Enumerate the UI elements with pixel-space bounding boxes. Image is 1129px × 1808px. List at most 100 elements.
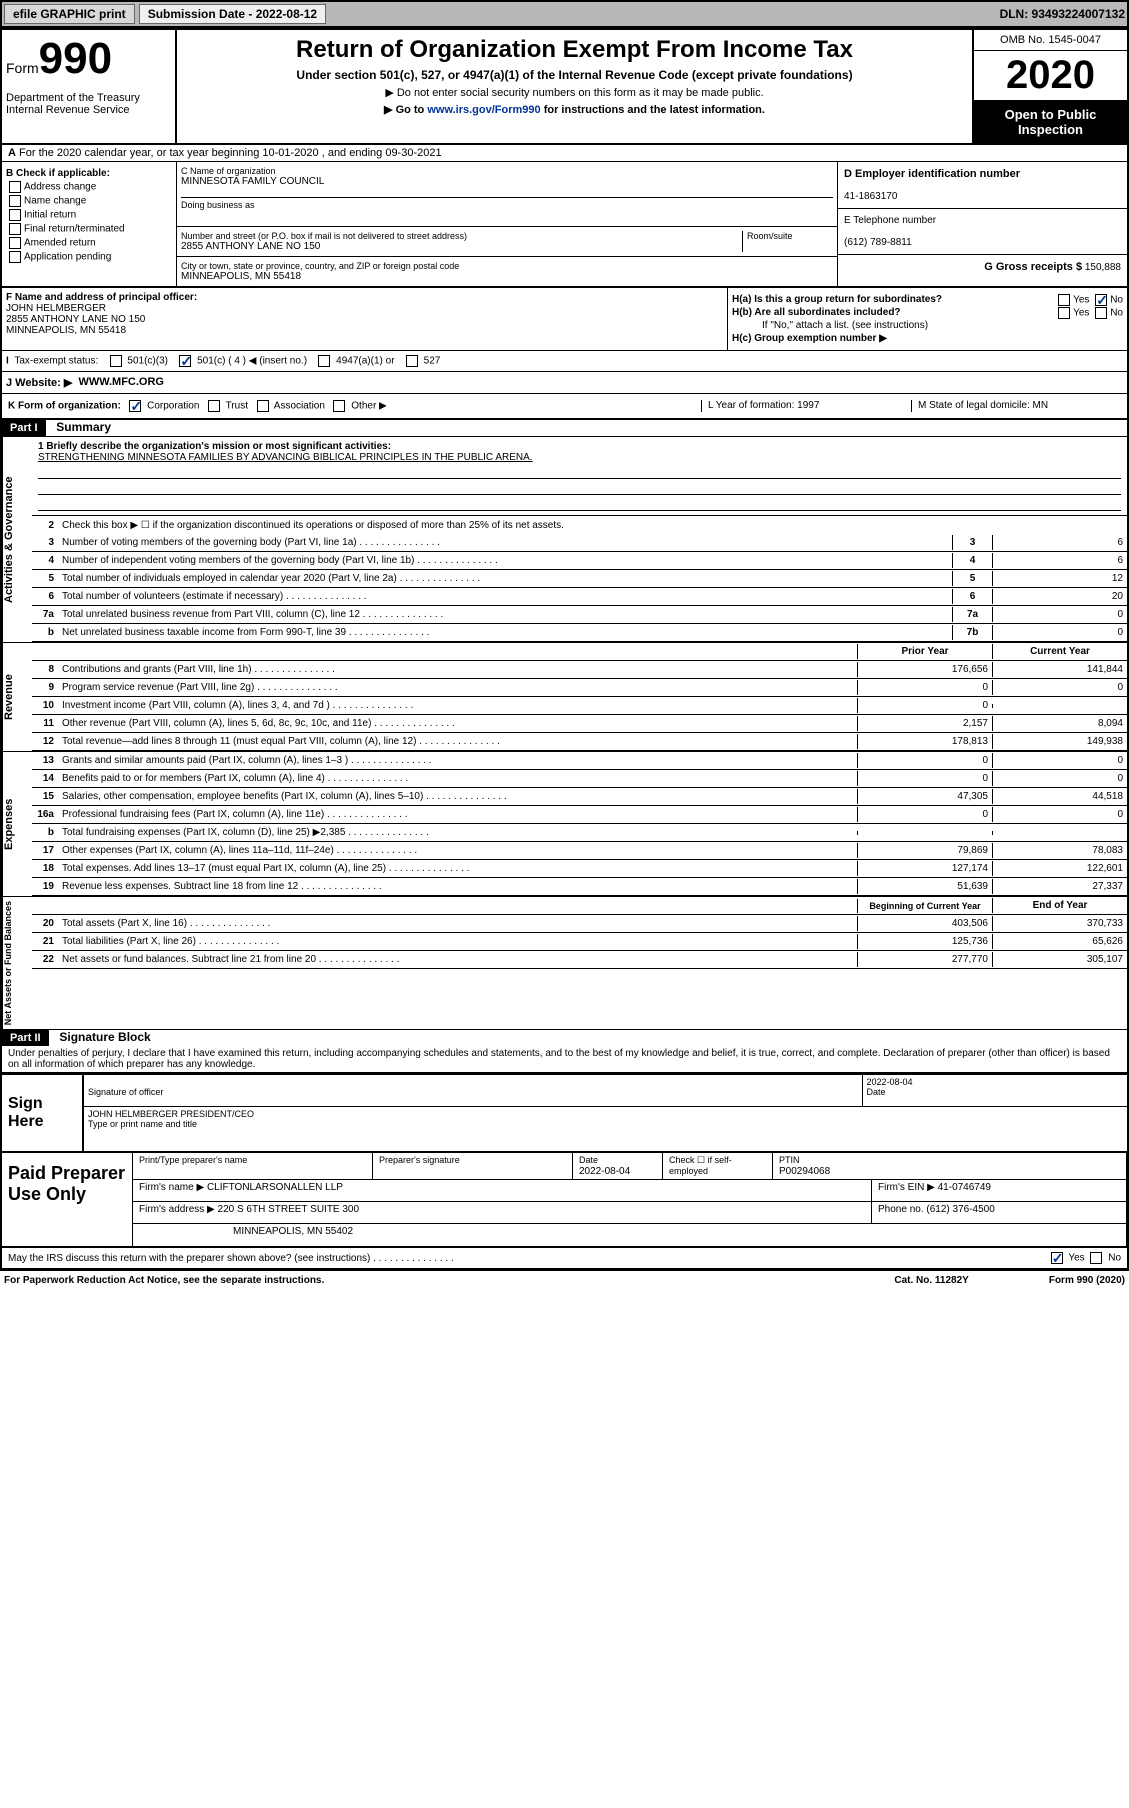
line-11: 11Other revenue (Part VIII, column (A), …	[32, 715, 1127, 733]
subtitle2: ▶ Do not enter social security numbers o…	[183, 86, 966, 99]
chk-final: Final return/terminated	[6, 223, 172, 235]
sign-date: 2022-08-04	[867, 1077, 913, 1087]
form-title: Return of Organization Exempt From Incom…	[183, 36, 966, 64]
city-state-zip: MINNEAPOLIS, MN 55418	[181, 271, 833, 282]
chk-corp[interactable]	[129, 400, 141, 412]
line-21: 21Total liabilities (Part X, line 26)125…	[32, 933, 1127, 951]
line-8: 8Contributions and grants (Part VIII, li…	[32, 661, 1127, 679]
chk-4947[interactable]	[318, 355, 330, 367]
col-c: C Name of organization MINNESOTA FAMILY …	[177, 162, 837, 286]
chk-irs-yes[interactable]	[1051, 1252, 1063, 1264]
website: WWW.MFC.ORG	[78, 376, 164, 389]
form-990: Form990 Department of the Treasury Inter…	[0, 28, 1129, 1271]
officer-address: 2855 ANTHONY LANE NO 150 MINNEAPOLIS, MN…	[6, 314, 145, 336]
subtitle3: ▶ Go to www.irs.gov/Form990 for instruct…	[183, 103, 966, 116]
ein-box: D Employer identification number 41-1863…	[838, 162, 1127, 209]
firm-address: 220 S 6TH STREET SUITE 300	[218, 1204, 360, 1215]
line-20: 20Total assets (Part X, line 16)403,5063…	[32, 915, 1127, 933]
officer-name: JOHN HELMBERGER	[6, 303, 106, 314]
topbar: efile GRAPHIC print Submission Date - 20…	[0, 0, 1129, 28]
ptin: P00294068	[779, 1166, 830, 1177]
chk-hb-no[interactable]	[1095, 307, 1107, 319]
chk-amended: Amended return	[6, 237, 172, 249]
telephone: (612) 789-8811	[844, 237, 912, 248]
governance-section: Activities & Governance 1 Briefly descri…	[2, 437, 1127, 643]
line-b: bNet unrelated business taxable income f…	[32, 624, 1127, 642]
row-i: I Tax-exempt status: 501(c)(3) 501(c) ( …	[2, 351, 1127, 372]
col-b: B Check if applicable: Address change Na…	[2, 162, 177, 286]
subtitle1: Under section 501(c), 527, or 4947(a)(1)…	[183, 68, 966, 82]
form-version: Form 990 (2020)	[1049, 1275, 1125, 1286]
firm-phone: (612) 376-4500	[926, 1204, 994, 1215]
col-de: D Employer identification number 41-1863…	[837, 162, 1127, 286]
efile-btn[interactable]: efile GRAPHIC print	[4, 4, 135, 24]
room-suite: Room/suite	[743, 231, 833, 252]
line-3: 3Number of voting members of the governi…	[32, 534, 1127, 552]
chk-assoc[interactable]	[257, 400, 269, 412]
preparer-section: Paid Preparer Use Only Print/Type prepar…	[2, 1153, 1127, 1248]
chk-other[interactable]	[333, 400, 345, 412]
chk-527[interactable]	[406, 355, 418, 367]
header-right: OMB No. 1545-0047 2020 Open to Public In…	[972, 30, 1127, 143]
chk-ha-no[interactable]	[1095, 294, 1107, 306]
chk-501c3[interactable]	[110, 355, 122, 367]
footer-notice: For Paperwork Reduction Act Notice, see …	[4, 1275, 894, 1286]
line-7a: 7aTotal unrelated business revenue from …	[32, 606, 1127, 624]
sign-section: Sign Here Signature of officer 2022-08-0…	[2, 1073, 1127, 1153]
chk-trust[interactable]	[208, 400, 220, 412]
tax-year: 2020	[974, 51, 1127, 101]
officer-sig-name: JOHN HELMBERGER PRESIDENT/CEO	[88, 1109, 254, 1119]
line-18: 18Total expenses. Add lines 13–17 (must …	[32, 860, 1127, 878]
line-17: 17Other expenses (Part IX, column (A), l…	[32, 842, 1127, 860]
firm-name: CLIFTONLARSONALLEN LLP	[207, 1182, 343, 1193]
dept-label: Department of the Treasury Internal Reve…	[6, 92, 171, 116]
header-center: Return of Organization Exempt From Incom…	[177, 30, 972, 143]
chk-irs-no[interactable]	[1090, 1252, 1102, 1264]
gross-receipts-box: G Gross receipts $ 150,888	[838, 255, 1127, 279]
netassets-section: Net Assets or Fund Balances Beginning of…	[2, 897, 1127, 1030]
irs-link[interactable]: www.irs.gov/Form990	[427, 104, 540, 116]
chk-address: Address change	[6, 181, 172, 193]
line-6: 6Total number of volunteers (estimate if…	[32, 588, 1127, 606]
mission-text: STRENGTHENING MINNESOTA FAMILIES BY ADVA…	[38, 452, 533, 463]
line-12: 12Total revenue—add lines 8 through 11 (…	[32, 733, 1127, 751]
preparer-label: Paid Preparer Use Only	[2, 1153, 132, 1246]
dln: DLN: 93493224007132	[1000, 7, 1125, 21]
cat-no: Cat. No. 11282Y	[894, 1275, 968, 1286]
sidebar-governance: Activities & Governance	[2, 437, 32, 642]
perjury-declaration: Under penalties of perjury, I declare th…	[2, 1046, 1127, 1073]
chk-ha-yes[interactable]	[1058, 294, 1070, 306]
sidebar-revenue: Revenue	[2, 643, 32, 751]
row-a: A For the 2020 calendar year, or tax yea…	[2, 145, 1127, 162]
part-ii-header: Part II Signature Block	[2, 1030, 1127, 1046]
year-formation: L Year of formation: 1997	[701, 400, 911, 412]
expenses-section: Expenses 13Grants and similar amounts pa…	[2, 752, 1127, 897]
gross-receipts: 150,888	[1085, 262, 1121, 273]
chk-501c[interactable]	[179, 355, 191, 367]
chk-hb-yes[interactable]	[1058, 307, 1070, 319]
line-14: 14Benefits paid to or for members (Part …	[32, 770, 1127, 788]
chk-initial: Initial return	[6, 209, 172, 221]
firm-ein: 41-0746749	[938, 1182, 991, 1193]
open-inspection: Open to Public Inspection	[974, 101, 1127, 143]
sidebar-expenses: Expenses	[2, 752, 32, 896]
sign-here-label: Sign Here	[2, 1075, 82, 1151]
form-word: Form	[6, 60, 39, 76]
chk-name: Name change	[6, 195, 172, 207]
street-address: 2855 ANTHONY LANE NO 150	[181, 241, 742, 252]
revenue-section: Revenue Prior YearCurrent Year 8Contribu…	[2, 643, 1127, 752]
header-left: Form990 Department of the Treasury Inter…	[2, 30, 177, 143]
footer: For Paperwork Reduction Act Notice, see …	[0, 1271, 1129, 1290]
form-number: 990	[39, 34, 112, 83]
section-b-g: B Check if applicable: Address change Na…	[2, 162, 1127, 288]
row-k: K Form of organization: Corporation Trus…	[2, 394, 1127, 420]
phone-box: E Telephone number (612) 789-8811	[838, 209, 1127, 255]
row-f-h: F Name and address of principal officer:…	[2, 288, 1127, 351]
ein: 41-1863170	[844, 191, 897, 202]
prep-date: 2022-08-04	[579, 1166, 630, 1177]
line-5: 5Total number of individuals employed in…	[32, 570, 1127, 588]
city-box: City or town, state or province, country…	[177, 256, 837, 286]
org-name: MINNESOTA FAMILY COUNCIL	[181, 176, 833, 187]
row-j: J Website: ▶ WWW.MFC.ORG	[2, 372, 1127, 394]
line-19: 19Revenue less expenses. Subtract line 1…	[32, 878, 1127, 896]
